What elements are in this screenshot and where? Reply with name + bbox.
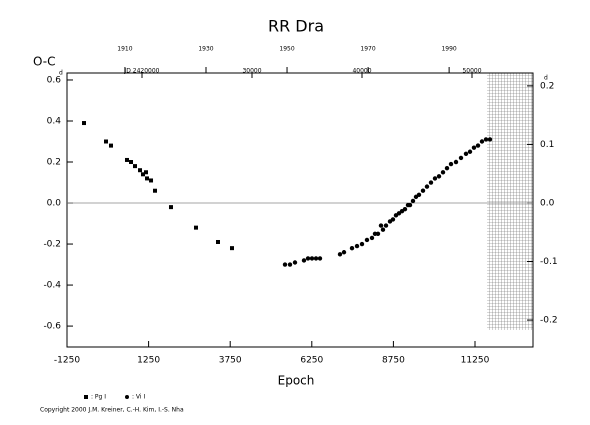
point [287,262,293,267]
point [229,246,234,251]
y2-tick-label: 0.2 [540,81,554,91]
y2-unit: d [544,74,548,81]
point [471,145,477,150]
point [129,160,134,165]
hatched-region [487,73,533,330]
point [152,188,157,193]
y-tick-label: 0.6 [47,75,62,85]
point [453,159,459,165]
point [440,170,446,175]
y-tick-label: -0.2 [43,240,61,250]
y-tick-label: 0.4 [47,116,62,126]
y-tick-label: -0.6 [43,322,61,332]
point [149,178,154,183]
point [282,262,288,267]
point [420,188,426,193]
chart-title: RR Dra [268,17,324,36]
point [380,227,386,232]
point [82,121,87,126]
point [138,168,143,173]
point [463,151,469,157]
year-tick-label: 1990 [441,46,456,53]
point [432,176,438,181]
point [467,149,473,154]
point [317,256,323,261]
point [448,161,454,167]
point [143,170,148,175]
legend-marker [84,395,88,399]
point [444,165,450,171]
point [215,239,220,244]
point [416,192,422,198]
point [168,205,173,210]
x-tick-label: 1250 [137,356,160,366]
copyright: Copyright 2000 J.M. Kreiner, C.-H. Kim, … [40,407,184,414]
point [410,198,416,204]
point [301,258,307,263]
y-tick-label: 0.0 [47,199,62,209]
y2-tick-label: -0.2 [540,316,558,326]
point [193,225,198,230]
point [124,157,129,162]
plot-frame [66,72,534,348]
point [140,172,145,177]
y-tick-label: -0.4 [43,281,61,291]
year-tick-label: 1910 [117,46,132,53]
year-tick-label: 1950 [279,46,294,53]
legend-marker [125,395,129,399]
point [108,143,113,148]
point [390,217,396,222]
point [349,245,355,251]
year-tick-label: 1970 [360,46,375,53]
point [292,260,298,265]
legend-label: : Vi I [132,394,145,401]
point [487,137,493,142]
point [402,206,408,212]
point [132,164,137,169]
point [458,155,464,161]
x-axis-label: Epoch [278,374,315,388]
point [378,223,384,228]
point [337,252,343,257]
point [375,231,381,236]
point [364,237,370,243]
legend-label: : Pg I [91,394,106,401]
y2-tick-label: 0.0 [540,198,555,208]
point [475,143,481,148]
x-tick-label: 6250 [300,356,323,366]
point [383,223,389,228]
point [428,180,434,185]
y-tick-label: 0.2 [47,158,61,168]
x-tick-label: 11250 [461,356,490,366]
jd-tick-label: 30000 [242,68,261,75]
y-unit: d [59,69,63,76]
x-tick-label: 3750 [219,356,242,366]
jd-tick-label: JD 2420000 [123,68,159,75]
point [313,256,319,261]
x-tick-label: -1250 [54,356,80,366]
year-tick-label: 1930 [198,46,213,53]
point [341,250,347,255]
y2-tick-label: 0.1 [540,140,554,150]
point [305,256,311,261]
point [104,139,109,144]
point [309,256,315,261]
point [479,139,485,144]
point [436,174,442,179]
point [354,243,360,249]
point [145,176,150,181]
point [369,235,375,241]
x-tick-label: 8750 [382,356,405,366]
y2-tick-label: -0.1 [540,257,558,267]
y-axis-label: O-C [33,55,56,69]
point [407,202,413,208]
point [424,184,430,189]
point [359,241,365,247]
point [483,137,489,142]
jd-tick-label: 40000 [352,68,371,75]
jd-tick-label: 50000 [462,68,481,75]
